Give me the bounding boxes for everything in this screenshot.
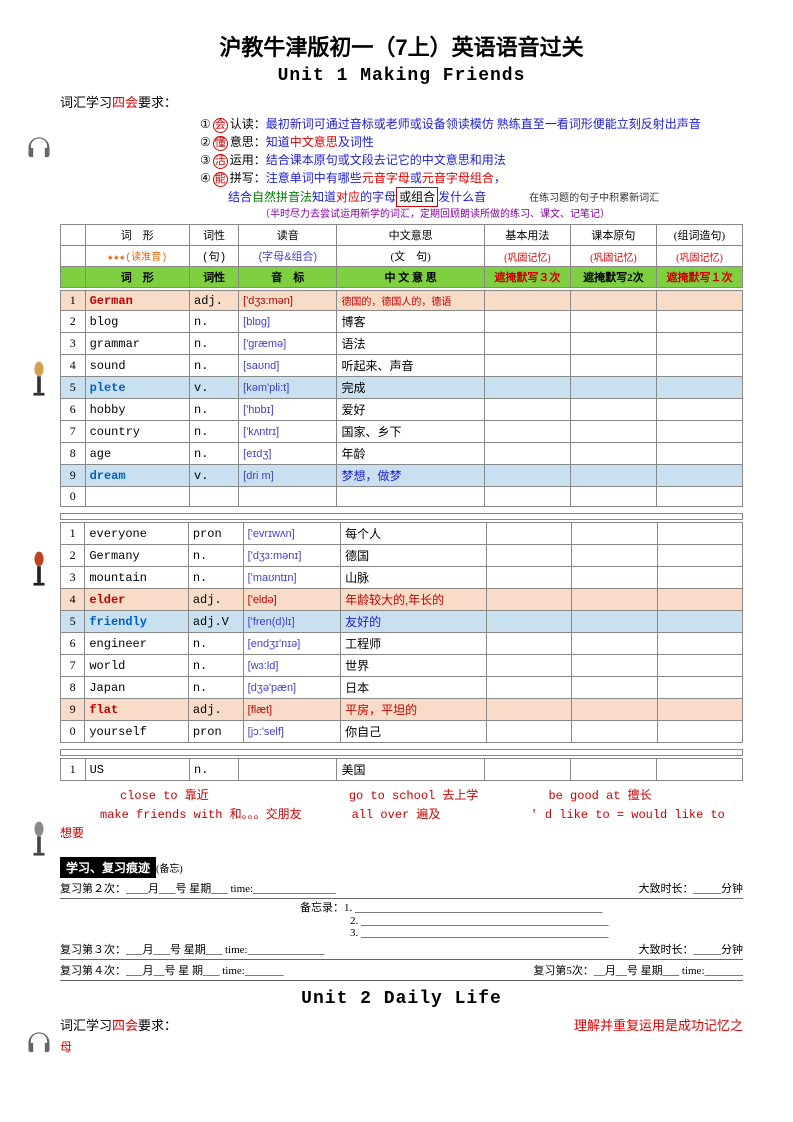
unit1-title: Unit 1 Making Friends <box>60 66 743 86</box>
vocab-table-2: 1everyonepron['evrɪwʌn]每个人2Germanyn.['dʒ… <box>60 522 743 743</box>
unit2-title: Unit 2 Daily Life <box>60 989 743 1009</box>
study-review-block: 学习、复习痕迹(备忘) 复习第２次：____月___号 星期___ time:_… <box>60 857 743 981</box>
headphones-icon-2 <box>25 1030 53 1058</box>
microphone-icon-3 <box>28 820 56 848</box>
microphone-icon-2 <box>28 550 56 578</box>
headphones-icon <box>25 135 53 163</box>
vocab-table-1: 1Germanadj.['dʒɜ:mən]德国的，德国人的，德语2blogn.[… <box>60 290 743 507</box>
main-title: 沪教牛津版初一（7上）英语语音过关 <box>60 30 743 62</box>
rules-block: ①会认读：最初新词可通过音标或老师或设备领读模仿 熟练直至一看词形便能立刻反射出… <box>200 115 743 222</box>
requirement-line: 词汇学习四会要求： <box>60 92 743 111</box>
vocab-table-3: 1USn.美国 <box>60 758 743 781</box>
phrases-block: close to 靠近go to school 去上学be good at 擅长… <box>60 787 743 845</box>
requirement-line-2: 词汇学习四会要求： 理解并重复运用是成功记忆之 <box>60 1015 743 1034</box>
header-labels: 词 形词性读音中文意思基本用法课本原句(组词造句) ★★★(读准音)(句)(字母… <box>60 224 743 288</box>
footer-tail: 母 <box>60 1038 743 1055</box>
microphone-icon <box>28 360 56 388</box>
